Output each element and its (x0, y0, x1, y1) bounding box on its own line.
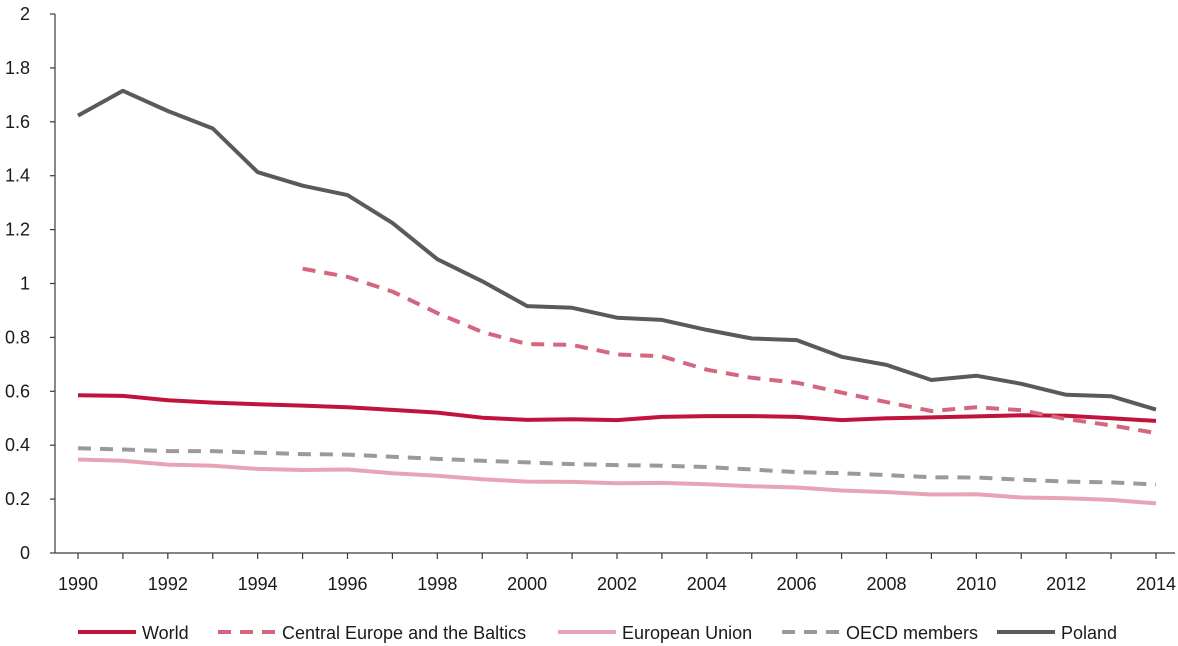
legend-label: Poland (1061, 623, 1117, 643)
legend-label: OECD members (846, 623, 978, 643)
y-tick-label: 0.4 (5, 435, 30, 455)
x-tick-label: 2002 (597, 574, 637, 594)
x-tick-label: 2012 (1046, 574, 1086, 594)
x-tick-label: 2006 (777, 574, 817, 594)
y-tick-label: 1 (20, 274, 30, 294)
x-tick-label: 1996 (327, 574, 367, 594)
legend-label: Central Europe and the Baltics (282, 623, 526, 643)
y-tick-label: 0.2 (5, 489, 30, 509)
chart-axes: 0 0.2 0.4 0.6 0.8 1 1.2 1.4 1.6 1.8 2 1990 1992 1994 1… (5, 4, 1176, 594)
series-line-central-europe-and-the-baltics (302, 266, 1157, 436)
y-tick-label: 1.4 (5, 166, 30, 186)
x-tick-label: 2008 (866, 574, 906, 594)
series-line-oecd-members (77, 446, 1157, 487)
x-tick-label: 1992 (148, 574, 188, 594)
series-line-european-union (77, 457, 1157, 506)
chart-plot-area (77, 88, 1157, 506)
y-tick-label: 0 (20, 543, 30, 563)
x-tick-label: 2000 (507, 574, 547, 594)
x-tick-label: 1998 (417, 574, 457, 594)
x-tick-label: 2004 (687, 574, 727, 594)
series-line-poland (77, 88, 1157, 412)
y-tick-label: 0.8 (5, 327, 30, 347)
chart-legend: World Central Europe and the Baltics Europ… (78, 623, 1117, 643)
x-tick-label: 1990 (58, 574, 98, 594)
y-tick-label: 1.8 (5, 58, 30, 78)
legend-label: European Union (622, 623, 752, 643)
y-tick-label: 0.6 (5, 381, 30, 401)
y-tick-label: 2 (20, 4, 30, 24)
series-line-world (77, 393, 1157, 423)
x-tick-label: 1994 (238, 574, 278, 594)
x-tick-label: 2014 (1136, 574, 1176, 594)
y-tick-label: 1.2 (5, 220, 30, 240)
legend-label: World (142, 623, 189, 643)
x-tick-label: 2010 (956, 574, 996, 594)
y-tick-label: 1.6 (5, 112, 30, 132)
